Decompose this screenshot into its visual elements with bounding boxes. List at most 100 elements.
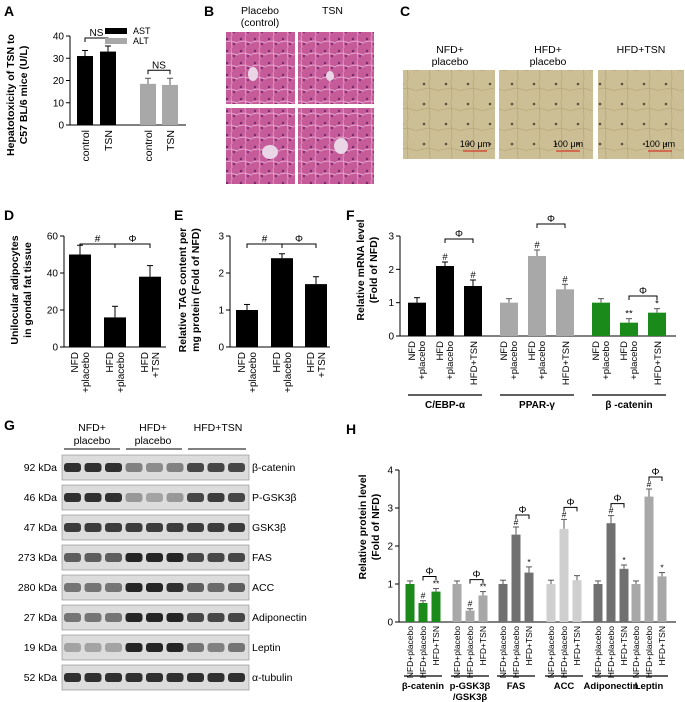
significance-mark: # [562, 509, 567, 519]
x-tick-label: +placebo [417, 341, 428, 380]
bar [556, 289, 574, 336]
central-vein [262, 145, 278, 159]
blot-band [166, 673, 184, 682]
image-label: NFD+ [436, 44, 464, 56]
bar [140, 83, 156, 125]
group-label: HFD+ [139, 422, 167, 434]
y-tick-label: 2 [387, 542, 393, 553]
legend-swatch [105, 28, 127, 34]
scale-bar-label: 100 μm [460, 139, 490, 149]
bar [606, 523, 616, 622]
blot-band [105, 493, 122, 502]
significance-bracket [281, 243, 317, 248]
blot-band [125, 493, 143, 502]
group-label: β -catenin [605, 400, 652, 411]
x-tick-label: TSN [103, 130, 115, 151]
scale-bar-label: 100 μm [553, 139, 583, 149]
y-axis-label: Relative mRNA level [355, 219, 367, 320]
group-label: Adiponectin [584, 681, 639, 692]
y-tick-label: 0 [58, 121, 64, 132]
panel-b: B Placebo (control) TSN [204, 3, 374, 184]
blot-band [228, 523, 245, 532]
image-label: HFD+ [534, 44, 562, 56]
x-tick-label: +TSN [151, 352, 162, 378]
central-vein [334, 138, 348, 154]
bar [431, 591, 441, 622]
significance-bracket [563, 506, 578, 512]
bar [436, 266, 454, 336]
x-tick-label: HFD+placebo [644, 626, 654, 678]
protein-label: FAS [252, 552, 272, 564]
y-tick-label: 0 [387, 618, 393, 629]
x-tick-label: +placebo [81, 352, 92, 393]
blot-band [207, 523, 225, 532]
blot-band [228, 583, 245, 592]
blot-band [64, 463, 81, 472]
significance-label: Φ [473, 570, 481, 581]
significance-label: Φ [519, 505, 527, 516]
y-tick-label: 20 [47, 306, 59, 317]
y-tick-label: 0 [218, 343, 224, 354]
significance-label: # [262, 234, 268, 245]
y-axis-label: C57 BL/6 mice (U/L) [18, 46, 30, 145]
scale-bar-label: 100 μm [645, 139, 675, 149]
group-label: PPAR-γ [519, 400, 555, 411]
central-vein [326, 71, 334, 81]
x-tick-label: HFD+placebo [465, 626, 475, 678]
group-label: β-catenin [402, 681, 444, 692]
x-tick-label: +placebo [116, 352, 127, 393]
y-axis-label: in gondal fat tissue [22, 242, 34, 338]
blot-band [84, 493, 102, 502]
x-tick-label: NFD [499, 341, 510, 361]
panel-f: F Relative mRNA level (Fold of NFD) 0 1 2 3… [346, 207, 676, 411]
significance-label: Φ [652, 467, 660, 478]
y-tick-label: 3 [388, 232, 394, 243]
x-tick-label: +placebo [629, 341, 640, 380]
blot-band [146, 673, 163, 682]
significance-label: Φ [639, 286, 647, 297]
blot-band [105, 523, 122, 532]
molecular-weight-label: 52 kDa [24, 672, 57, 684]
significance-mark: * [622, 555, 626, 565]
significance-bracket [469, 579, 484, 584]
central-vein [248, 67, 258, 81]
bar [464, 286, 482, 336]
x-tick-label: HFD [435, 341, 446, 361]
panel-d: D Unilocular adipocytes in gondal fat ti… [4, 207, 166, 393]
x-tick-label: HFD [527, 341, 538, 361]
x-tick-label: +placebo [509, 341, 520, 380]
significance-bracket [422, 576, 437, 581]
x-tick-label: HFD+TSN [657, 626, 667, 665]
x-tick-label: HFD+TSN [619, 626, 629, 665]
group-label: C/EBP-α [425, 400, 466, 411]
adipose-image [598, 70, 684, 159]
x-tick-label: NFD+placebo [593, 626, 603, 678]
significance-bracket [536, 223, 566, 228]
y-tick-label: 2 [388, 265, 394, 276]
protein-label: α-tubulin [252, 672, 293, 684]
column-title: TSN [322, 5, 343, 17]
blot-band [207, 643, 225, 652]
protein-label: ACC [252, 582, 275, 594]
x-tick-label: HFD [306, 352, 317, 373]
protein-label: Leptin [252, 642, 281, 654]
significance-label: # [95, 234, 101, 245]
y-tick-label: 0 [388, 332, 394, 343]
bar [478, 595, 488, 622]
bar [620, 322, 638, 336]
y-tick-label: 30 [53, 54, 65, 65]
blot-band [64, 493, 81, 502]
legend-label: ALT [133, 36, 149, 46]
bar [162, 84, 178, 125]
blot-band [207, 553, 225, 562]
blot-band [105, 463, 122, 472]
x-tick-label: +placebo [248, 352, 259, 393]
x-tick-label: NFD [591, 341, 602, 361]
bar [139, 276, 161, 347]
blot-band [207, 613, 225, 622]
blot-band [207, 673, 225, 682]
significance-mark: # [562, 274, 568, 285]
